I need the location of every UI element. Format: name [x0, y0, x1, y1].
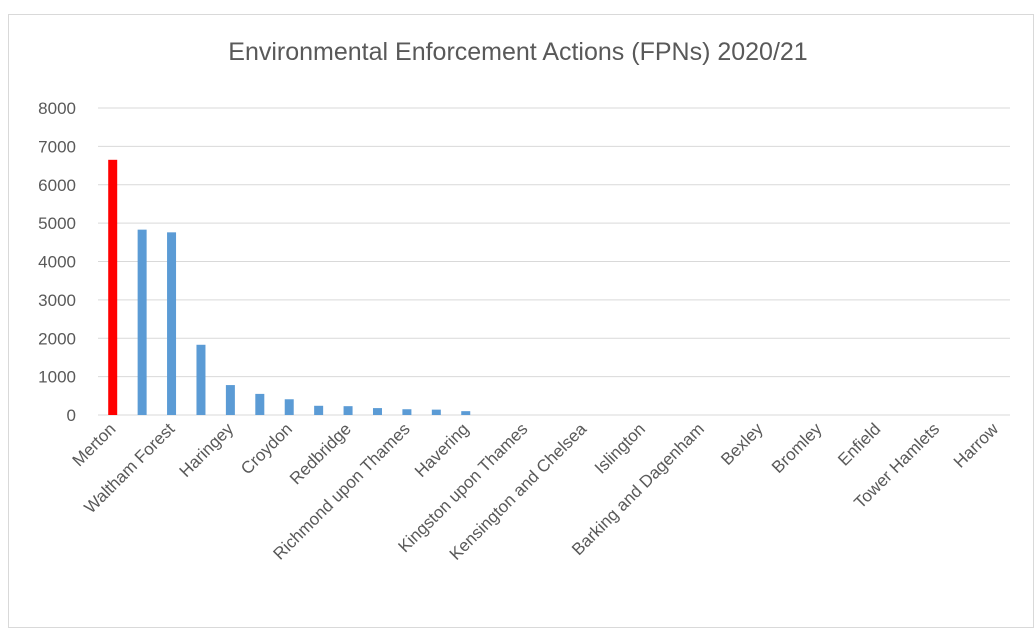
- y-axis-ticks: 0 1000 2000 3000 4000 5000 6000 7000 8000: [38, 99, 76, 425]
- bar: [137, 229, 147, 415]
- x-category-label: Bexley: [717, 419, 767, 469]
- y-tick-label: 5000: [38, 214, 76, 233]
- x-category-label: Enfield: [834, 419, 884, 469]
- bar: [225, 385, 235, 415]
- chart-title: Environmental Enforcement Actions (FPNs)…: [228, 38, 808, 66]
- x-category-label: Bromley: [768, 419, 826, 477]
- x-category-label: Harrow: [950, 419, 1003, 472]
- bar: [431, 409, 441, 415]
- bar: [196, 344, 206, 415]
- bars: [108, 159, 471, 415]
- chart-frame: [8, 14, 1034, 628]
- y-tick-label: 1000: [38, 368, 76, 387]
- y-tick-label: 0: [67, 406, 76, 425]
- x-category-label: Haringey: [176, 419, 238, 481]
- bar: [343, 406, 353, 415]
- x-category-label: Havering: [411, 419, 473, 481]
- y-tick-label: 2000: [38, 329, 76, 348]
- bar: [372, 408, 382, 415]
- bar: [284, 399, 294, 415]
- bar: [167, 232, 177, 415]
- x-category-label: Merton: [69, 419, 120, 470]
- x-category-label: Croydon: [237, 419, 296, 478]
- bar: [314, 405, 324, 415]
- x-category-label: Islington: [591, 419, 649, 477]
- gridlines: [98, 107, 1010, 416]
- y-tick-label: 8000: [38, 99, 76, 118]
- y-tick-label: 3000: [38, 291, 76, 310]
- bar: [255, 393, 265, 415]
- bar: [402, 409, 412, 415]
- bar: [461, 411, 471, 415]
- bar: [108, 159, 118, 415]
- y-tick-label: 7000: [38, 137, 76, 156]
- y-tick-label: 4000: [38, 253, 76, 272]
- y-tick-label: 6000: [38, 176, 76, 195]
